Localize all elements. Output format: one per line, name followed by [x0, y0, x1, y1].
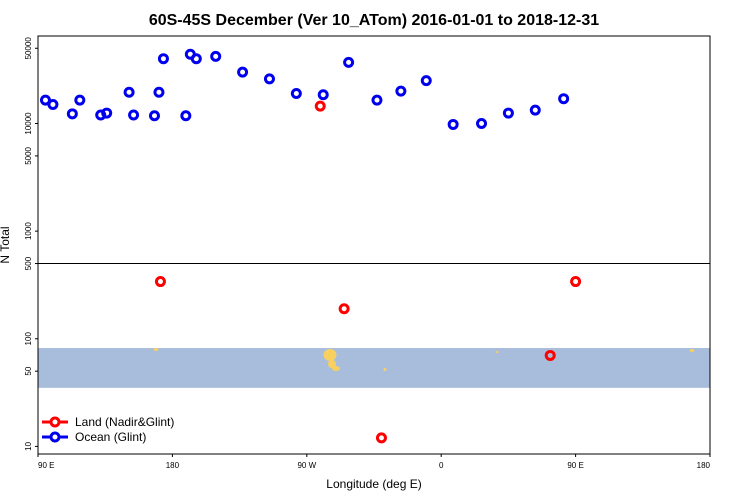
ocean-point [123, 86, 135, 98]
x-tick-label: 0 [439, 461, 444, 470]
ocean-point [210, 50, 222, 62]
ocean-point [101, 107, 113, 119]
ocean-point [190, 53, 202, 65]
legend-label: Land (Nadir&Glint) [75, 415, 174, 429]
ocean-point [529, 104, 541, 116]
land-point [154, 276, 166, 288]
land-patch [153, 348, 159, 351]
ocean-point [290, 87, 302, 99]
ocean-point [128, 109, 140, 121]
y-axis-label: N Total [0, 226, 12, 263]
plot-frame [37, 35, 711, 455]
x-tick-label: 90 W [297, 461, 316, 470]
land-patch [689, 349, 695, 352]
ocean-point [263, 73, 275, 85]
ocean-strip [38, 348, 710, 388]
y-tick-label: 10000 [24, 112, 33, 135]
ocean-point [502, 107, 514, 119]
land-patch [383, 368, 387, 371]
map-band [38, 348, 710, 388]
ocean-point [371, 94, 383, 106]
chart-title: 60S-45S December (Ver 10_ATom) 2016-01-0… [149, 12, 599, 29]
x-axis-label: Longitude (deg E) [326, 477, 421, 491]
land-point [544, 349, 556, 361]
ocean-point [39, 94, 51, 106]
y-tick-label: 50000 [24, 37, 33, 60]
ocean-point [157, 53, 169, 65]
legend: Land (Nadir&Glint)Ocean (Glint) [42, 415, 174, 444]
land-point [375, 432, 387, 444]
ocean-point [395, 85, 407, 97]
ocean-point [420, 75, 432, 87]
ocean-point [558, 93, 570, 105]
ocean-point [153, 86, 165, 98]
y-tick-label: 50 [24, 366, 33, 375]
x-tick-label: 180 [697, 461, 711, 470]
land-patch [328, 360, 336, 368]
x-tick-label: 180 [166, 461, 180, 470]
land-patch [495, 351, 499, 353]
ocean-point [317, 89, 329, 101]
ocean-point [74, 94, 86, 106]
y-tick-label: 5000 [24, 146, 33, 164]
ocean-point [343, 56, 355, 68]
ocean-point [476, 117, 488, 129]
legend-marker [49, 416, 61, 428]
land-point [338, 303, 350, 315]
ocean-point [447, 118, 459, 130]
land-patch [323, 349, 337, 361]
y-tick-label: 500 [24, 256, 33, 270]
ocean-point [47, 99, 59, 111]
ocean-point [148, 110, 160, 122]
y-tick-label: 1000 [24, 222, 33, 240]
legend-label: Ocean (Glint) [75, 430, 146, 444]
ocean-point [237, 66, 249, 78]
land-point [314, 100, 326, 112]
y-tick-label: 100 [24, 332, 33, 346]
y-tick-label: 10 [24, 441, 33, 450]
land-point [570, 276, 582, 288]
x-tick-label: 90 E [38, 461, 54, 470]
x-tick-label: 90 E [567, 461, 583, 470]
legend-marker [49, 431, 61, 443]
land-patch [332, 366, 340, 371]
ocean-point [180, 110, 192, 122]
ocean-point [66, 108, 78, 120]
data-points [39, 48, 582, 444]
axes: 10 50 100 500 1000 5000 10000 50000 90 E 180 90 W 0… [24, 35, 711, 470]
